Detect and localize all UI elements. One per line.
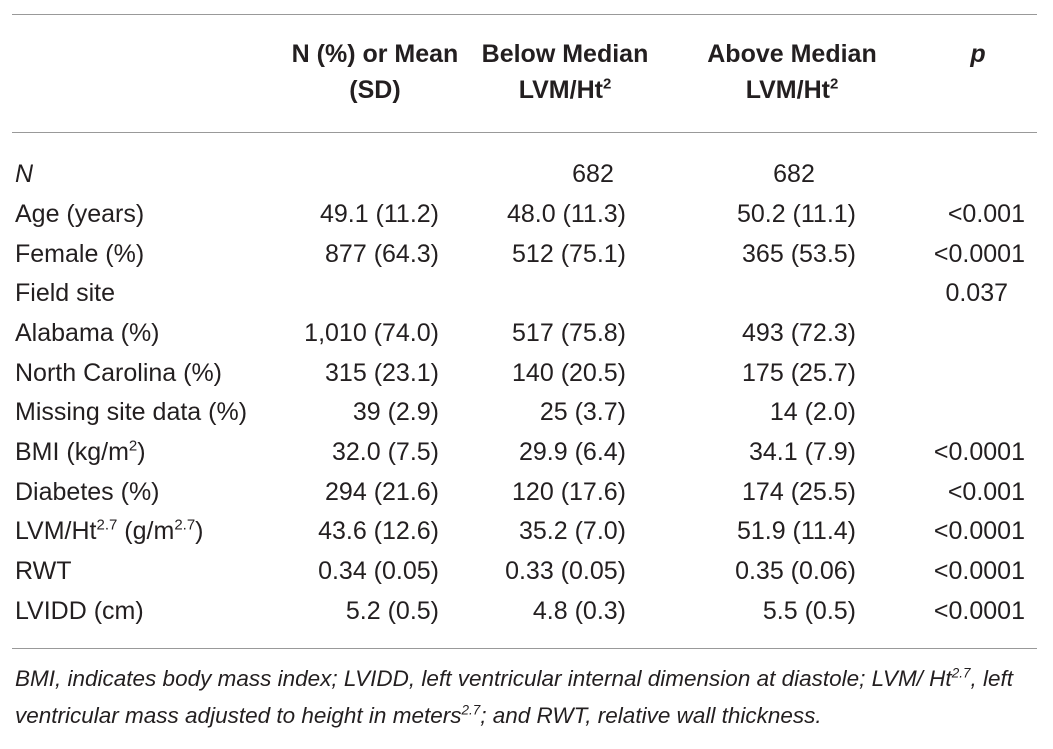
- cell-below-median: 120 (17.6): [512, 478, 626, 506]
- footnote-text-1: BMI, indicates body mass index; LVIDD, l…: [15, 666, 952, 691]
- cell-above-median: 14 (2.0): [769, 398, 856, 426]
- cell-overall: 0.34 (0.05): [318, 557, 439, 585]
- cell-below-median: 512 (75.1): [512, 240, 626, 268]
- cell-above-median: 682: [773, 160, 815, 188]
- row-label: RWT: [15, 557, 72, 585]
- cell-overall: 5.2 (0.5): [345, 597, 439, 625]
- cell-overall: 877 (64.3): [325, 240, 439, 268]
- row-label: Alabama (%): [15, 319, 160, 347]
- row-label-close: ): [137, 438, 146, 466]
- table-row: RWT 0.34 (0.05) 0.33 (0.05) 0.35 (0.06) …: [0, 551, 1053, 591]
- cell-p-value: 0.037: [945, 279, 1008, 307]
- header-above-median-line1: Above Median: [707, 40, 877, 68]
- table-row: Field site 0.037: [0, 273, 1053, 313]
- table-top-rule: [12, 14, 1037, 15]
- row-label: LVM/Ht2.7 (g/m2.7): [15, 511, 204, 551]
- cell-above-median: 175 (25.7): [742, 359, 856, 387]
- cell-p-value: <0.0001: [933, 597, 1025, 625]
- header-below-median-sup: 2: [602, 75, 612, 93]
- table-bottom-rule: [12, 648, 1037, 649]
- table-row: BMI (kg/m2) 32.0 (7.5) 29.9 (6.4) 34.1 (…: [0, 432, 1053, 472]
- cell-above-median: 50.2 (11.1): [736, 200, 856, 228]
- cell-below-median: 517 (75.8): [512, 319, 626, 347]
- row-label: Diabetes (%): [15, 478, 160, 506]
- cell-overall: 294 (21.6): [325, 478, 439, 506]
- cell-above-median: 365 (53.5): [742, 240, 856, 268]
- table-row: LVM/Ht2.7 (g/m2.7) 43.6 (12.6) 35.2 (7.0…: [0, 511, 1053, 551]
- table-header-rule: [12, 132, 1037, 133]
- row-label: BMI (kg/m2): [15, 432, 146, 472]
- table-row: Missing site data (%) 39 (2.9) 25 (3.7) …: [0, 392, 1053, 432]
- header-above-median-sup: 2: [829, 75, 839, 93]
- table-row: Female (%) 877 (64.3) 512 (75.1) 365 (53…: [0, 234, 1053, 274]
- header-above-median: Above Median LVM/Ht2: [686, 36, 898, 108]
- cell-p-value: <0.001: [947, 200, 1025, 228]
- cell-overall: 43.6 (12.6): [318, 517, 439, 545]
- footnote-text-2: , left ventricular mass adjusted to heig…: [15, 666, 1013, 728]
- row-label-unit: (g/m: [117, 517, 175, 545]
- table-row: North Carolina (%) 315 (23.1) 140 (20.5)…: [0, 353, 1053, 393]
- cell-p-value: <0.001: [947, 478, 1025, 506]
- table-row: Alabama (%) 1,010 (74.0) 517 (75.8) 493 …: [0, 313, 1053, 353]
- row-label: N: [15, 160, 34, 188]
- cell-below-median: 29.9 (6.4): [518, 438, 626, 466]
- row-label: Missing site data (%): [15, 398, 248, 426]
- cell-above-median: 51.9 (11.4): [736, 517, 856, 545]
- cell-above-median: 174 (25.5): [742, 478, 856, 506]
- cell-below-median: 35.2 (7.0): [518, 517, 626, 545]
- cell-overall: 39 (2.9): [352, 398, 439, 426]
- cell-above-median: 34.1 (7.9): [748, 438, 856, 466]
- table-row: N 682 682: [0, 154, 1053, 194]
- row-label: North Carolina (%): [15, 359, 223, 387]
- row-label-sup: 2: [128, 437, 138, 455]
- footnote-sup-2: 2.7: [461, 702, 481, 718]
- row-label-unit-sup: 2.7: [174, 516, 196, 534]
- row-label-sup: 2.7: [96, 516, 118, 534]
- cell-below-median: 0.33 (0.05): [505, 557, 626, 585]
- table-row: Diabetes (%) 294 (21.6) 120 (17.6) 174 (…: [0, 472, 1053, 512]
- table-footnote: BMI, indicates body mass index; LVIDD, l…: [15, 660, 1040, 734]
- cell-below-median: 140 (20.5): [512, 359, 626, 387]
- cell-above-median: 493 (72.3): [742, 319, 856, 347]
- cell-below-median: 4.8 (0.3): [532, 597, 626, 625]
- header-above-median-line2: LVM/Ht: [745, 76, 830, 104]
- cell-above-median: 0.35 (0.06): [735, 557, 856, 585]
- header-below-median-line2: LVM/Ht: [518, 76, 603, 104]
- cell-overall: 32.0 (7.5): [331, 438, 439, 466]
- table-row: LVIDD (cm) 5.2 (0.5) 4.8 (0.3) 5.5 (0.5)…: [0, 591, 1053, 631]
- header-below-median-line1: Below Median: [481, 40, 649, 68]
- cell-p-value: <0.0001: [933, 557, 1025, 585]
- row-label-text: BMI (kg/m: [15, 438, 129, 466]
- row-label: Female (%): [15, 240, 145, 268]
- cell-above-median: 5.5 (0.5): [762, 597, 856, 625]
- row-label-close: ): [195, 517, 204, 545]
- cell-overall: 49.1 (11.2): [319, 200, 439, 228]
- footnote-sup-1: 2.7: [951, 665, 971, 681]
- footnote-text-3: ; and RWT, relative wall thickness.: [480, 703, 822, 728]
- header-below-median: Below Median LVM/Ht2: [462, 36, 668, 108]
- row-label-text: LVM/Ht: [15, 517, 97, 545]
- row-label: Age (years): [15, 200, 145, 228]
- cell-below-median: 25 (3.7): [539, 398, 626, 426]
- row-label: Field site: [15, 279, 116, 307]
- cell-below-median: 682: [572, 160, 614, 188]
- cell-overall: 1,010 (74.0): [304, 319, 439, 347]
- cell-p-value: <0.0001: [933, 240, 1025, 268]
- cell-p-value: <0.0001: [933, 517, 1025, 545]
- row-label: LVIDD (cm): [15, 597, 144, 625]
- header-overall: N (%) or Mean (SD): [291, 40, 459, 104]
- cell-p-value: <0.0001: [933, 438, 1025, 466]
- header-p-value: p: [970, 40, 986, 68]
- cell-below-median: 48.0 (11.3): [506, 200, 626, 228]
- cell-overall: 315 (23.1): [325, 359, 439, 387]
- table-row: Age (years) 49.1 (11.2) 48.0 (11.3) 50.2…: [0, 194, 1053, 234]
